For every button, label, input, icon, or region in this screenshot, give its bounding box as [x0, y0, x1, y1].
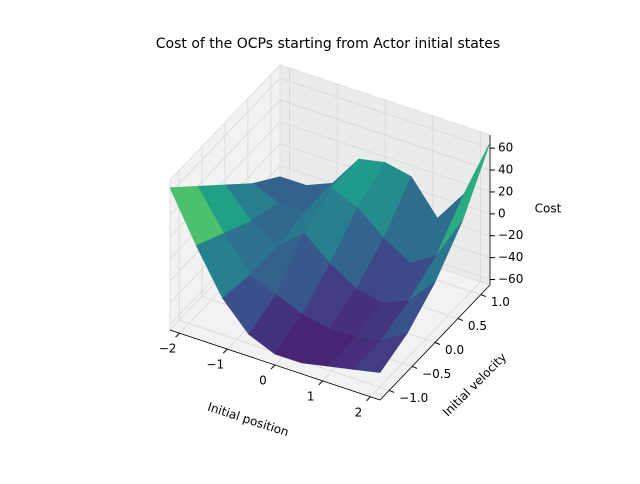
tick-mark: [411, 365, 418, 369]
tick-mark: [388, 389, 395, 393]
x-axis-label: Initial position: [206, 400, 291, 439]
tick-mark: [222, 348, 228, 354]
grid-line: [178, 170, 390, 391]
x-tick-label: 1: [307, 389, 315, 403]
y-tick-label: −1.0: [399, 391, 428, 405]
axis-line: [379, 284, 491, 401]
z-tick-label: 0: [498, 206, 506, 220]
tick-mark: [366, 396, 371, 402]
x-tick-label: −1: [206, 358, 224, 372]
surface-patch: [353, 332, 409, 373]
tick-mark: [270, 364, 276, 370]
y-tick-label: 1.0: [491, 295, 510, 309]
tick-mark: [457, 318, 464, 322]
y-tick-label: 0.0: [445, 343, 464, 357]
y-tick-label: 0.5: [468, 319, 487, 333]
x-tick-label: 2: [355, 405, 363, 419]
z-tick-label: 20: [498, 184, 513, 198]
grid-line: [169, 77, 491, 194]
z-tick-label: −60: [498, 272, 523, 286]
z-tick-label: −20: [498, 228, 523, 242]
tick-mark: [175, 332, 180, 338]
tick-mark: [434, 342, 441, 345]
grid-line: [169, 99, 491, 216]
z-tick-label: 60: [498, 141, 513, 155]
z-tick-label: −40: [498, 250, 523, 264]
x-tick-label: 0: [259, 374, 267, 388]
y-tick-label: −0.5: [422, 367, 451, 381]
y-axis-label: Initial velocity: [440, 350, 509, 419]
chart-title: Cost of the OCPs starting from Actor ini…: [156, 36, 500, 52]
axis-line: [169, 329, 381, 401]
z-axis-label: Cost: [535, 202, 562, 216]
z-tick-label: 40: [498, 163, 513, 177]
tick-mark: [318, 380, 324, 386]
x-tick-label: −2: [159, 342, 177, 356]
grid-line: [370, 131, 481, 398]
tick-mark: [480, 294, 487, 298]
